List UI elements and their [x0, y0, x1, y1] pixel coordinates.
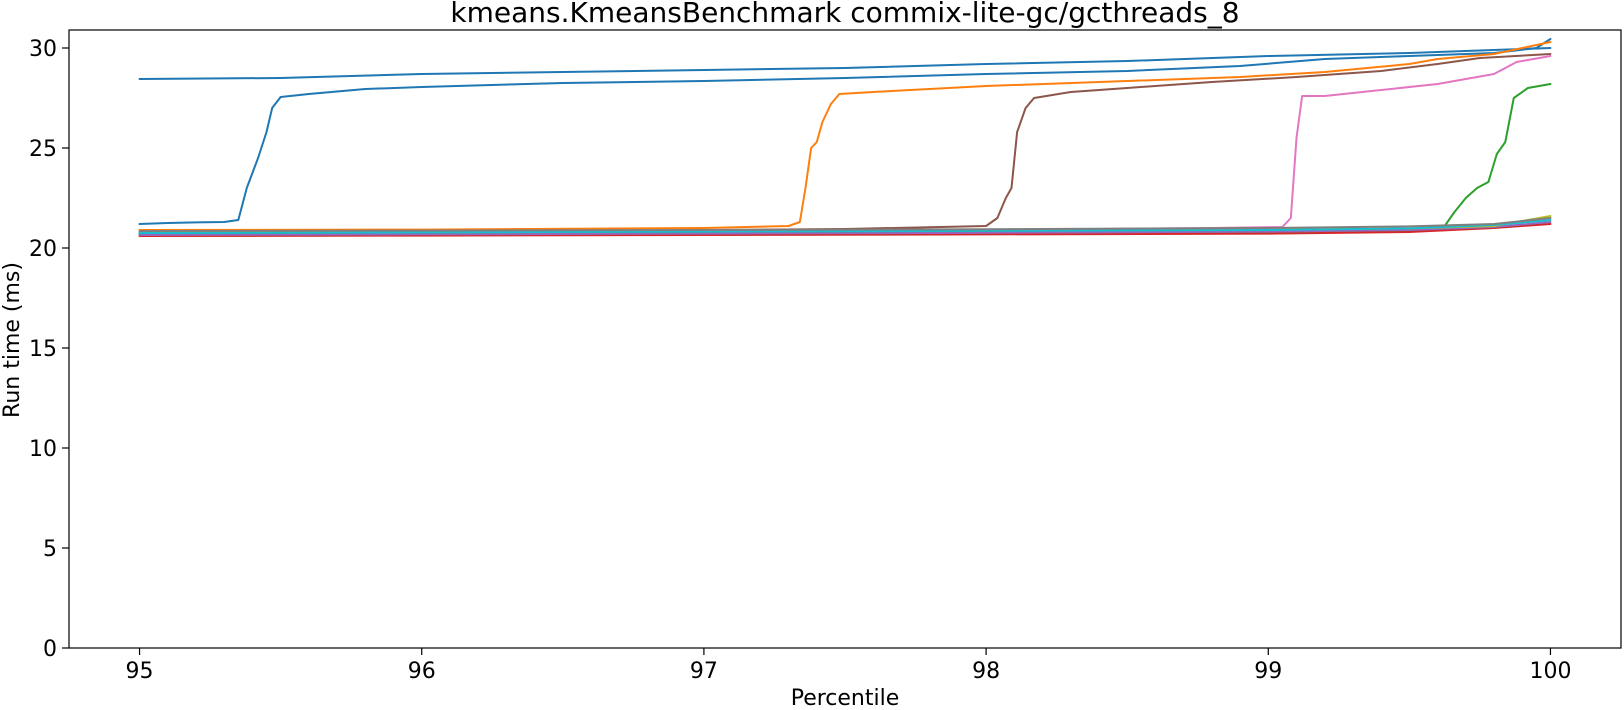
x-axis-label: Percentile	[791, 686, 900, 710]
chart-title: kmeans.KmeansBenchmark commix-lite-gc/gc…	[450, 0, 1239, 29]
y-tick-label: 25	[29, 137, 57, 162]
series-line-7	[138, 223, 1552, 237]
y-tick-label: 20	[29, 237, 57, 262]
y-tick-label: 0	[43, 637, 57, 662]
series-line-4	[138, 53, 1552, 234]
series-line-2	[138, 38, 1552, 225]
series-line-5	[138, 55, 1552, 235]
y-tick-label: 15	[29, 337, 57, 362]
x-tick-label: 96	[408, 659, 436, 684]
ticks-layer: 95 96 97 98 99 100 0 5 10 15 20 25 30	[29, 37, 1571, 684]
series-line-11	[138, 217, 1552, 232]
x-tick-label: 97	[690, 659, 718, 684]
series-layer	[138, 38, 1552, 237]
y-axis-label: Run time (ms)	[0, 262, 25, 418]
x-tick-label: 98	[972, 659, 1000, 684]
series-line-8	[138, 221, 1552, 236]
series-line-10	[138, 219, 1552, 234]
x-tick-label: 95	[126, 659, 154, 684]
x-tick-label: 100	[1529, 659, 1571, 684]
x-tick-label: 99	[1254, 659, 1282, 684]
y-tick-label: 10	[29, 437, 57, 462]
series-line-6	[138, 83, 1552, 235]
series-line-1	[138, 47, 1552, 80]
plot-frame	[68, 29, 1622, 649]
y-tick-label: 5	[43, 537, 57, 562]
series-line-3	[138, 41, 1552, 231]
axes-layer	[68, 29, 1622, 649]
y-tick-label: 30	[29, 37, 57, 62]
